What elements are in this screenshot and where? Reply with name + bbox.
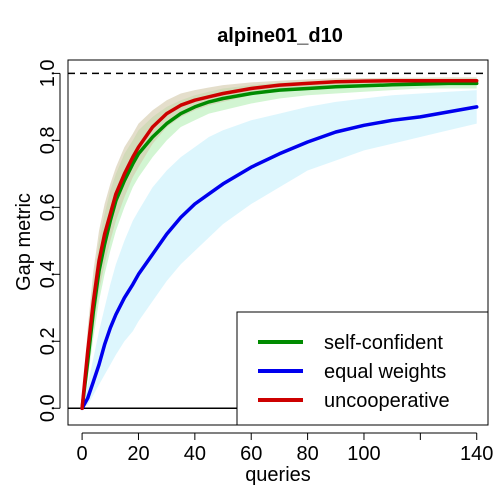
x-tick-label-40: 40 bbox=[184, 443, 206, 465]
x-tick-label-20: 20 bbox=[127, 443, 149, 465]
x-tick-label-80: 80 bbox=[296, 443, 318, 465]
x-tick-label-140: 140 bbox=[460, 443, 493, 465]
legend-label-uncooperative: uncooperative bbox=[324, 390, 450, 412]
y-axis: 0.0 0.2 0.4 0.6 0.8 1.0 bbox=[37, 59, 61, 422]
y-tick-label-3: 0.6 bbox=[37, 193, 59, 221]
legend-label-self-confident: self-confident bbox=[324, 332, 443, 354]
chart-title: alpine01_d10 bbox=[217, 25, 343, 47]
x-tick-label-60: 60 bbox=[240, 443, 262, 465]
x-tick-label-100: 100 bbox=[347, 443, 380, 465]
y-axis-label: Gap metric bbox=[13, 193, 35, 291]
y-tick-label-0: 0.0 bbox=[37, 394, 59, 422]
y-tick-label-2: 0.4 bbox=[37, 260, 59, 288]
y-tick-label-5: 1.0 bbox=[37, 59, 59, 87]
y-tick-label-1: 0.2 bbox=[37, 327, 59, 355]
band-equal-weights bbox=[82, 90, 477, 409]
x-tick-label-0: 0 bbox=[77, 443, 88, 465]
legend-box bbox=[236, 311, 489, 426]
legend-label-equal-weights: equal weights bbox=[324, 361, 446, 383]
series-line-uncooperative bbox=[80, 79, 479, 411]
y-tick-label-4: 0.8 bbox=[37, 126, 59, 154]
series-line-self-confident bbox=[80, 81, 479, 411]
series-lines bbox=[80, 79, 479, 411]
legend: self-confident equal weights uncooperative bbox=[236, 311, 489, 426]
series-line-equal-weights bbox=[80, 105, 479, 411]
confidence-bands bbox=[82, 77, 477, 409]
x-axis-label: queries bbox=[245, 464, 311, 486]
x-axis: 0 20 40 60 80 100 140 bbox=[77, 432, 493, 465]
